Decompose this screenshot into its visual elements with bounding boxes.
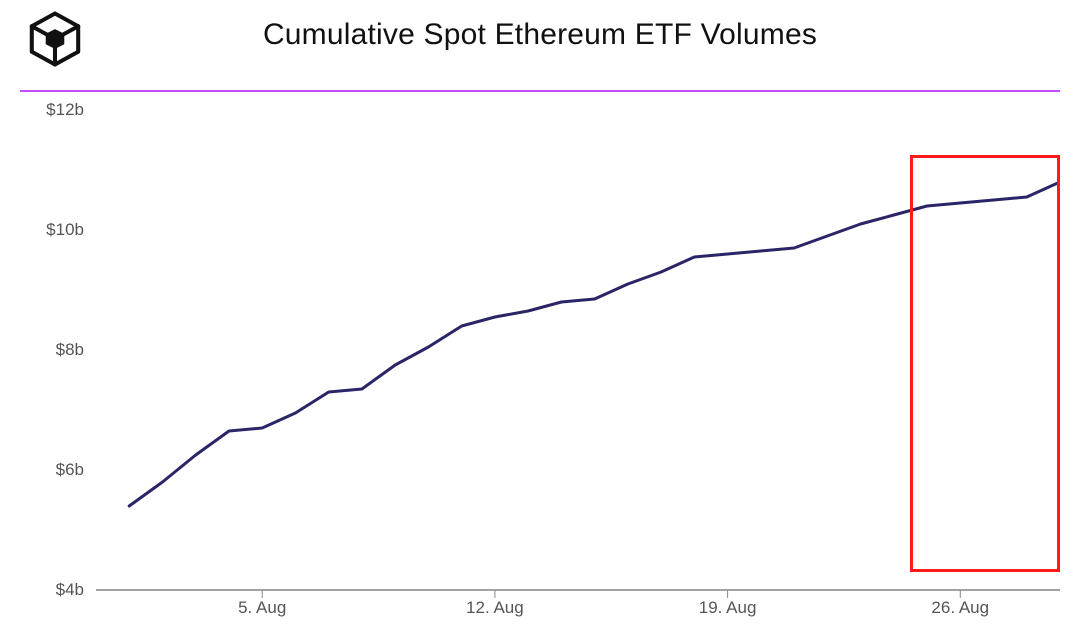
y-tick-label: $12b bbox=[46, 100, 90, 120]
header-rule bbox=[20, 90, 1060, 92]
x-tick-label: 5. Aug bbox=[238, 598, 286, 618]
x-tick-label: 19. Aug bbox=[699, 598, 757, 618]
line-chart-svg bbox=[20, 100, 1060, 620]
chart-title: Cumulative Spot Ethereum ETF Volumes bbox=[0, 18, 1080, 52]
y-tick-label: $4b bbox=[56, 580, 90, 600]
y-tick-label: $8b bbox=[56, 340, 90, 360]
highlight-box bbox=[910, 155, 1060, 572]
y-tick-label: $6b bbox=[56, 460, 90, 480]
x-tick-label: 12. Aug bbox=[466, 598, 524, 618]
y-tick-label: $10b bbox=[46, 220, 90, 240]
x-tick-label: 26. Aug bbox=[931, 598, 989, 618]
chart-area: $4b $6b $8b $10b $12b 5. Aug 12. Aug 19. Aug 26.… bbox=[20, 100, 1060, 620]
chart-root: Cumulative Spot Ethereum ETF Volumes $4b… bbox=[0, 0, 1080, 638]
